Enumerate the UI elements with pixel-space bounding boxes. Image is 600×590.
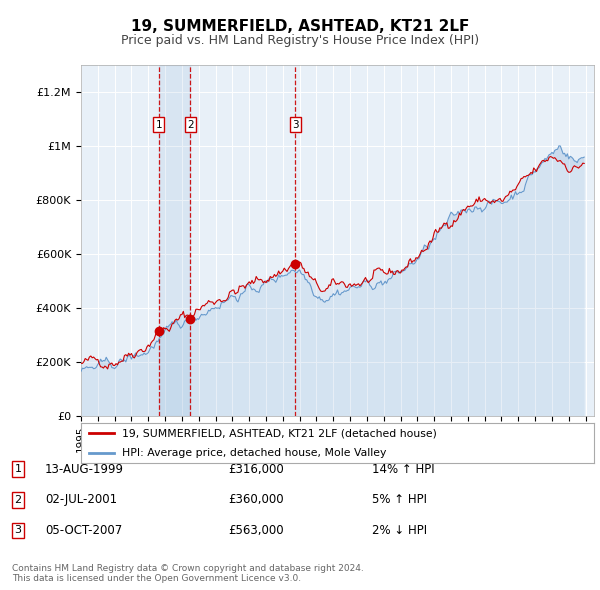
- Text: 14% ↑ HPI: 14% ↑ HPI: [372, 463, 434, 476]
- Bar: [158, 65, 190, 416]
- Text: 3: 3: [14, 526, 22, 535]
- Text: 1: 1: [155, 120, 162, 130]
- Text: 2% ↓ HPI: 2% ↓ HPI: [372, 524, 427, 537]
- Text: 05-OCT-2007: 05-OCT-2007: [45, 524, 122, 537]
- Text: Contains HM Land Registry data © Crown copyright and database right 2024.
This d: Contains HM Land Registry data © Crown c…: [12, 563, 364, 583]
- Text: £360,000: £360,000: [228, 493, 284, 506]
- Text: 3: 3: [292, 120, 299, 130]
- Text: 02-JUL-2001: 02-JUL-2001: [45, 493, 117, 506]
- Text: 2: 2: [187, 120, 194, 130]
- Text: 1: 1: [14, 464, 22, 474]
- Text: 2: 2: [14, 495, 22, 504]
- Text: 13-AUG-1999: 13-AUG-1999: [45, 463, 124, 476]
- Text: £563,000: £563,000: [228, 524, 284, 537]
- Text: HPI: Average price, detached house, Mole Valley: HPI: Average price, detached house, Mole…: [122, 448, 386, 458]
- Text: 19, SUMMERFIELD, ASHTEAD, KT21 2LF (detached house): 19, SUMMERFIELD, ASHTEAD, KT21 2LF (deta…: [122, 428, 437, 438]
- Text: 5% ↑ HPI: 5% ↑ HPI: [372, 493, 427, 506]
- Text: 19, SUMMERFIELD, ASHTEAD, KT21 2LF: 19, SUMMERFIELD, ASHTEAD, KT21 2LF: [131, 19, 469, 34]
- Text: £316,000: £316,000: [228, 463, 284, 476]
- Text: Price paid vs. HM Land Registry's House Price Index (HPI): Price paid vs. HM Land Registry's House …: [121, 34, 479, 47]
